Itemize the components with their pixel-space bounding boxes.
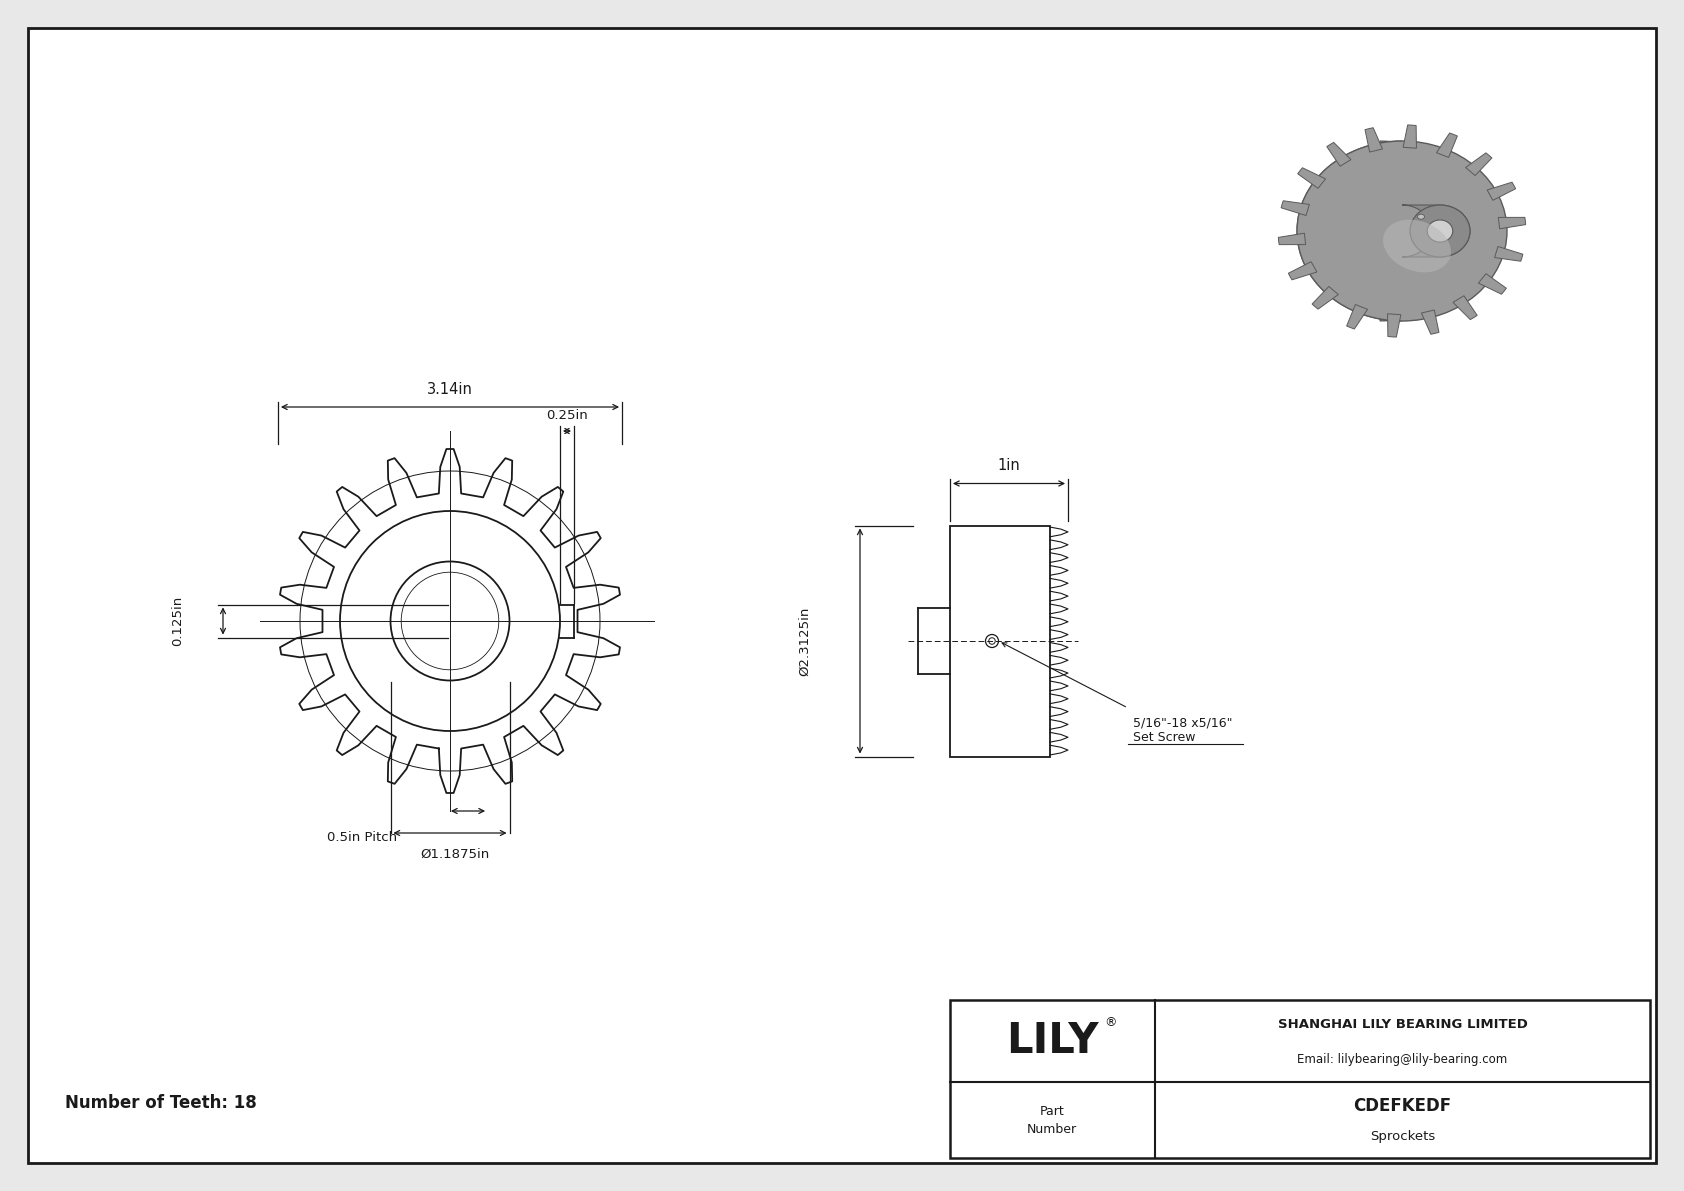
Polygon shape <box>1366 127 1383 152</box>
Text: 3.14in: 3.14in <box>428 382 473 397</box>
Polygon shape <box>1495 247 1522 261</box>
Text: Part
Number: Part Number <box>1027 1104 1078 1135</box>
Polygon shape <box>1297 141 1485 322</box>
Polygon shape <box>1278 233 1305 244</box>
Ellipse shape <box>1383 219 1452 273</box>
Polygon shape <box>1487 182 1516 200</box>
Polygon shape <box>1403 205 1470 257</box>
Polygon shape <box>1312 287 1339 310</box>
Text: 1in: 1in <box>997 459 1021 474</box>
Text: SHANGHAI LILY BEARING LIMITED: SHANGHAI LILY BEARING LIMITED <box>1278 1018 1527 1031</box>
Bar <box>950 1000 1650 1158</box>
Text: Number of Teeth: 18: Number of Teeth: 18 <box>66 1095 256 1112</box>
Text: Ø1.1875in: Ø1.1875in <box>421 848 490 861</box>
Bar <box>950 525 1051 756</box>
Polygon shape <box>1388 313 1401 337</box>
Polygon shape <box>1436 133 1457 157</box>
Text: 0.125in: 0.125in <box>172 596 185 647</box>
Text: 0.25in: 0.25in <box>546 409 588 422</box>
Text: Email: lilybearing@lily-bearing.com: Email: lilybearing@lily-bearing.com <box>1297 1053 1507 1066</box>
Text: ®: ® <box>1103 1016 1116 1029</box>
Polygon shape <box>1288 262 1317 280</box>
Text: 5/16"-18 x5/16"
Set Screw: 5/16"-18 x5/16" Set Screw <box>1133 716 1233 744</box>
Polygon shape <box>1479 274 1507 294</box>
Polygon shape <box>1499 218 1526 229</box>
Text: Sprockets: Sprockets <box>1369 1130 1435 1143</box>
Polygon shape <box>1421 310 1440 335</box>
Polygon shape <box>1347 305 1367 329</box>
Polygon shape <box>1298 168 1325 188</box>
Polygon shape <box>1282 201 1310 216</box>
Text: Ø2.3125in: Ø2.3125in <box>798 606 812 675</box>
Text: 0.5in Pitch: 0.5in Pitch <box>327 831 397 844</box>
Polygon shape <box>1465 152 1492 175</box>
Polygon shape <box>1327 143 1351 167</box>
Polygon shape <box>1453 295 1477 319</box>
Ellipse shape <box>1428 220 1453 242</box>
Polygon shape <box>1403 125 1416 148</box>
Ellipse shape <box>1418 214 1425 219</box>
Ellipse shape <box>1297 141 1507 322</box>
Text: LILY: LILY <box>1005 1019 1098 1062</box>
Ellipse shape <box>1410 205 1470 257</box>
Text: CDEFKEDF: CDEFKEDF <box>1354 1097 1452 1116</box>
